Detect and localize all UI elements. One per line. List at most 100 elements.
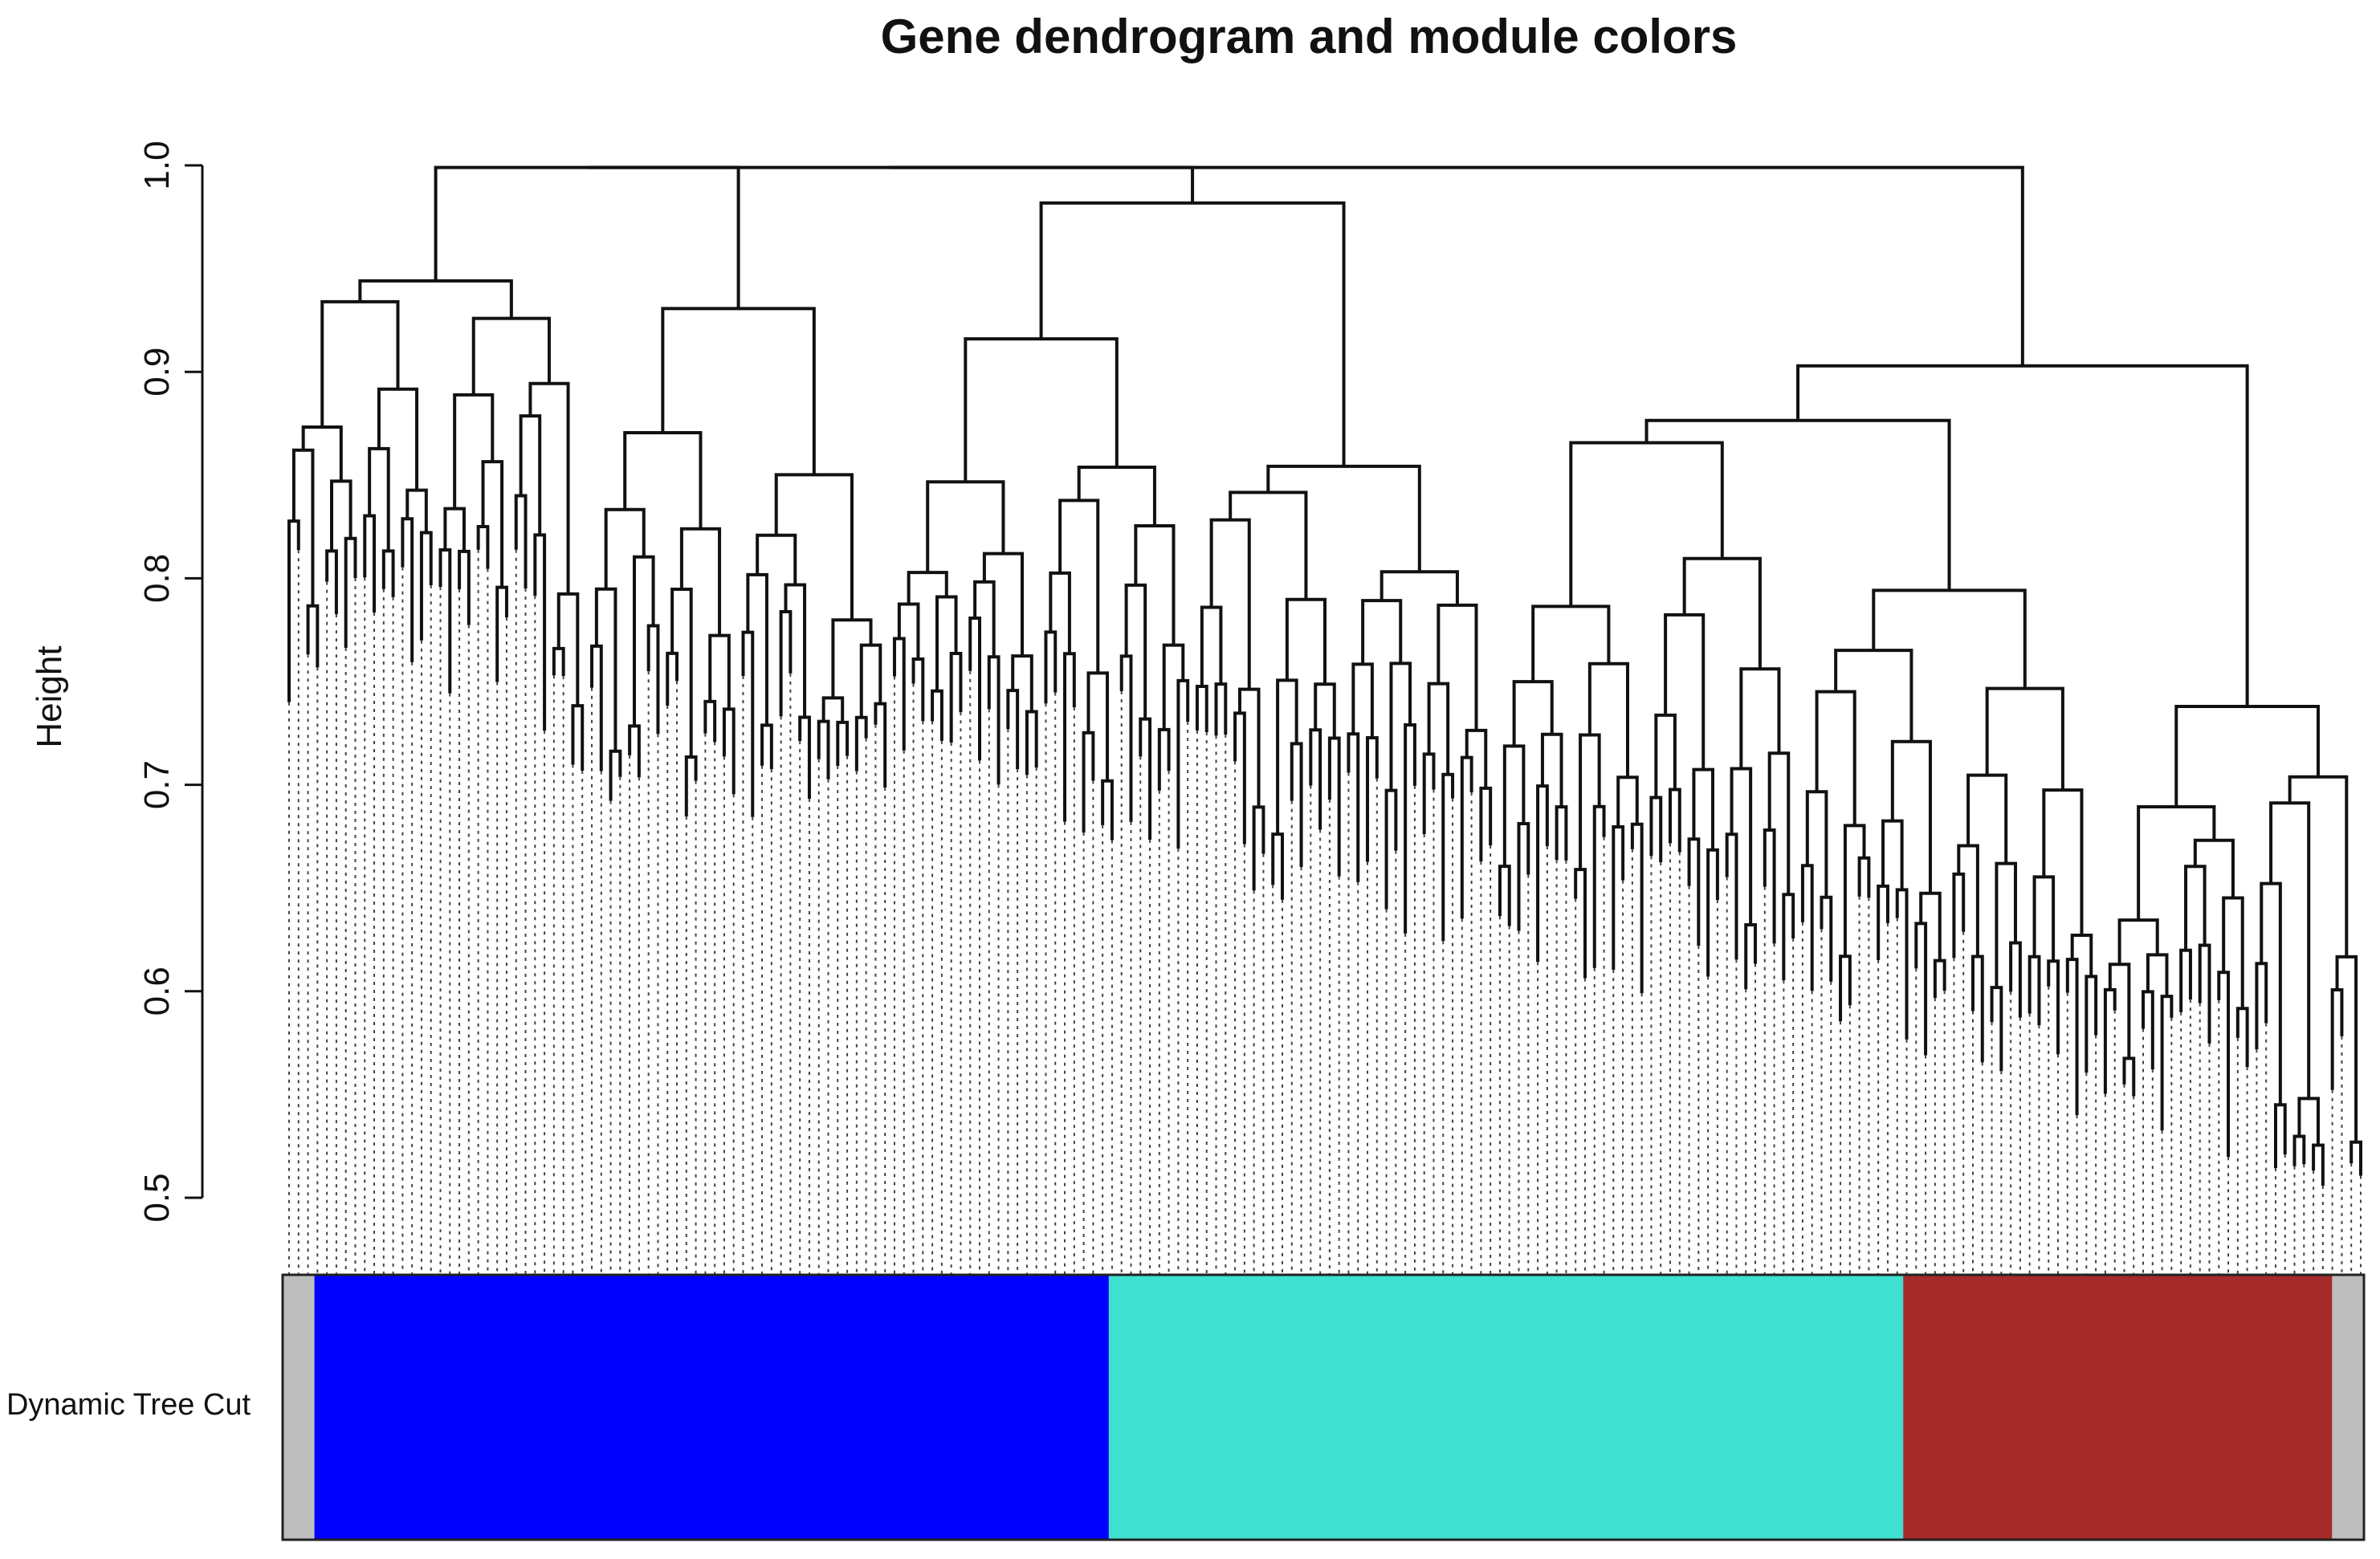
dendrogram-link — [2179, 948, 2192, 1012]
dendrogram-link — [1479, 786, 1493, 862]
dendrogram-link — [1011, 654, 1033, 712]
dendrogram-link — [1237, 687, 1261, 808]
dendrogram-link — [2312, 1143, 2325, 1187]
dendrogram-link — [623, 431, 703, 529]
dendrogram-link — [1985, 686, 2064, 791]
dendrogram-link — [2292, 1134, 2306, 1166]
module-color-segment — [283, 1275, 315, 1540]
dendrogram-link — [859, 643, 882, 718]
dendrogram-link — [1644, 418, 1951, 591]
y-tick-label: 0.8 — [137, 554, 177, 603]
dendrogram-link — [2009, 941, 2022, 1018]
dendrogram-link — [609, 749, 622, 801]
dendrogram-link — [892, 637, 906, 751]
dendrogram-link — [1895, 888, 1909, 1040]
dendrogram-link — [2330, 987, 2344, 1090]
dendrogram-link — [1063, 652, 1076, 822]
dendrogram-link — [2027, 955, 2041, 1026]
dendrogram-link — [2335, 955, 2358, 1142]
dendrogram-link — [358, 279, 513, 319]
dendrogram-link — [1881, 819, 1904, 890]
dendrogram-link — [1285, 597, 1327, 685]
module-color-segment — [1903, 1275, 2333, 1540]
dendrogram-link — [1229, 490, 1308, 600]
dendrogram-link — [306, 604, 320, 668]
dendrogram-link — [907, 571, 948, 604]
dendrogram-link — [368, 446, 390, 552]
dendrogram-link — [1616, 775, 1639, 827]
dendrogram-link — [1465, 728, 1488, 788]
dendrogram-link — [1569, 441, 1724, 607]
dendrogram-link — [774, 473, 854, 621]
dendrogram-link — [2108, 963, 2131, 1059]
dendrogram-link — [1512, 680, 1554, 747]
dendrogram-link — [1351, 662, 1374, 738]
dendrogram-link — [1157, 727, 1171, 791]
dendrogram-link — [1957, 844, 1979, 957]
dendrogram-link — [1498, 865, 1511, 926]
dendrogram-link — [1162, 643, 1185, 730]
dendrogram-link — [911, 657, 925, 722]
dendrogram-link — [1730, 767, 1753, 926]
dendrogram-link — [2137, 804, 2216, 921]
dendrogram-link — [2047, 959, 2060, 1055]
dendrogram-link — [1540, 732, 1563, 808]
dendrogram-link — [604, 507, 646, 589]
dendrogram-link — [2349, 1140, 2362, 1176]
dendrogram-link — [2142, 990, 2154, 1070]
dendrogram-link — [594, 587, 617, 751]
y-axis-label: Height — [30, 645, 69, 747]
dendrogram-link — [1082, 731, 1095, 832]
dendrogram-link — [2184, 865, 2207, 950]
dendrogram-link — [2122, 1056, 2136, 1097]
dendrogram-link — [670, 587, 693, 758]
dendrogram-link — [589, 644, 603, 771]
dendrogram-link — [1857, 856, 1871, 898]
dendrogram-link — [1970, 955, 1984, 1063]
dendrogram-link — [1725, 832, 1738, 960]
dendrogram-link — [1800, 864, 1814, 991]
dendrogram-link — [935, 595, 958, 691]
dendrogram-link — [1101, 779, 1114, 841]
dendrogram-link — [1630, 822, 1644, 994]
dendrogram-link — [1271, 832, 1284, 900]
dendrogram-link — [363, 514, 377, 613]
dendrogram-link — [443, 507, 466, 552]
dendrogram-link — [514, 494, 528, 589]
y-tick-label: 0.6 — [137, 967, 177, 1016]
dendrogram-link — [405, 488, 428, 533]
dendrogram-link — [1460, 755, 1473, 919]
dendrogram-link — [1555, 805, 1568, 861]
dendrogram-link — [1044, 630, 1058, 704]
dendrogram-link — [2260, 881, 2282, 1105]
dendrogram-link — [1914, 922, 1928, 1056]
dendrogram-link — [2042, 788, 2084, 936]
dendrogram-link — [779, 610, 793, 717]
dendrogram-link — [1039, 201, 1346, 466]
dendrogram-link — [2255, 962, 2268, 1050]
dendrogram-link — [1796, 364, 2249, 706]
dendrogram-link — [1820, 895, 1833, 982]
dendrogram-link — [1314, 682, 1336, 739]
dendrogram-link — [1587, 661, 1629, 778]
dendrogram-link — [666, 651, 679, 706]
dendrogram-link — [1890, 739, 1932, 893]
dendrogram-link — [1266, 464, 1421, 572]
dendrogram-link — [1139, 717, 1152, 841]
dendrogram-link — [1767, 751, 1791, 895]
dendrogram-link — [1124, 583, 1147, 719]
dendrogram-link — [2032, 875, 2056, 962]
dendrogram-link — [2070, 934, 2093, 977]
dendrogram-link — [1441, 772, 1455, 942]
dendrogram-link — [1574, 868, 1587, 979]
y-tick-label: 0.9 — [137, 348, 177, 397]
dendrogram-link — [401, 517, 414, 662]
dendrogram-link — [1058, 499, 1100, 674]
y-tick-label: 0.5 — [137, 1173, 177, 1222]
dendrogram-link — [377, 387, 419, 490]
dendrogram-link — [2297, 1097, 2320, 1146]
dendrogram-link — [1805, 790, 1828, 898]
dendrogram-link — [1195, 685, 1208, 732]
dendrogram-link — [1252, 805, 1265, 891]
